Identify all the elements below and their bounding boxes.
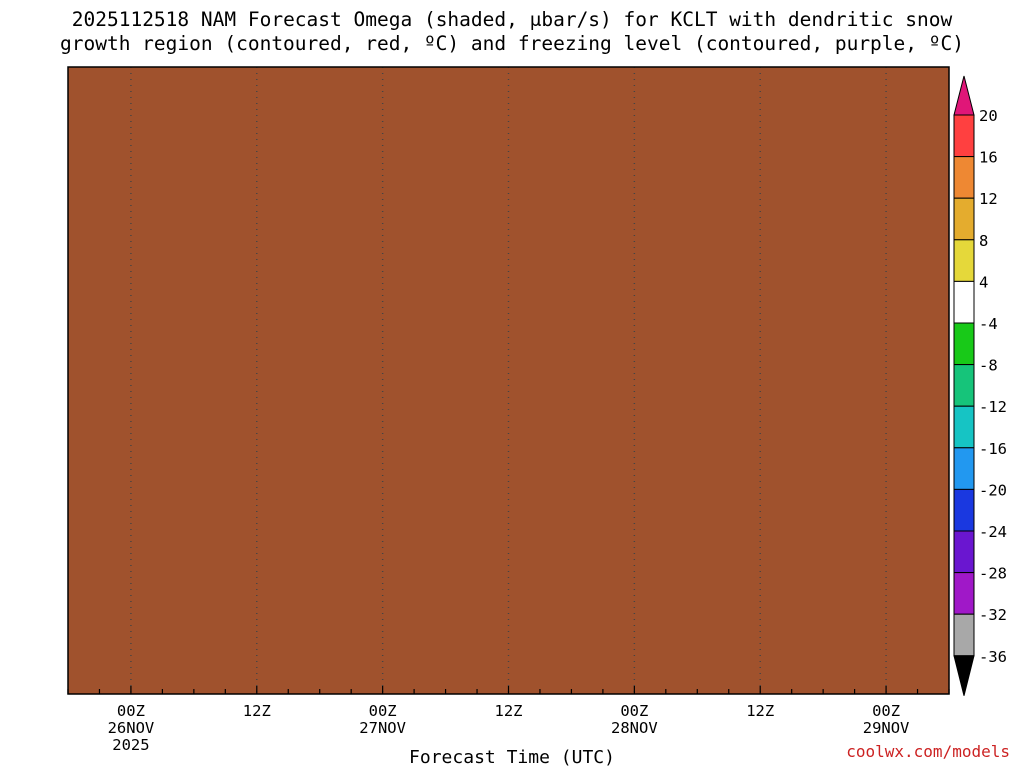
x-tick-label-48-1: 28NOV xyxy=(611,719,658,737)
colorbar-segment-5 xyxy=(953,280,975,324)
x-tick-label-72-1: 29NOV xyxy=(863,719,910,737)
x-tick-label-0-1: 26NOV xyxy=(108,719,155,737)
colorbar-label-5: 4 xyxy=(979,273,988,291)
colorbar-segment-1 xyxy=(953,114,975,158)
credit-text: coolwx.com/models xyxy=(846,742,1010,761)
x-tick-label-36-0: 12Z xyxy=(495,702,523,720)
colorbar-label-8: -12 xyxy=(979,398,1007,416)
colorbar-label-11: -24 xyxy=(979,523,1007,541)
x-axis-title: Forecast Time (UTC) xyxy=(409,747,615,768)
chart-title-line-1: 2025112518 NAM Forecast Omega (shaded, μ… xyxy=(71,8,953,31)
colorbar-segment-3 xyxy=(953,197,975,241)
grid-lines xyxy=(130,67,887,694)
x-tick-label-0-2: 2025 xyxy=(112,736,149,754)
colorbar-bottom-arrow xyxy=(953,655,975,696)
x-tick-label-72-0: 00Z xyxy=(872,702,900,720)
x-tick-label-48-0: 00Z xyxy=(620,702,648,720)
x-tick-label-12-0: 12Z xyxy=(243,702,271,720)
colorbar-segment-4 xyxy=(953,239,975,282)
x-tick-label-60-0: 12Z xyxy=(746,702,774,720)
colorbar-segment-6 xyxy=(953,322,975,366)
colorbar-segment-9 xyxy=(953,447,975,490)
colorbar-segment-11 xyxy=(953,530,975,574)
colorbar-label-13: -32 xyxy=(979,606,1007,624)
colorbar-label-7: -8 xyxy=(979,357,998,375)
colorbar-segment-8 xyxy=(953,405,975,449)
colorbar-label-3: 12 xyxy=(979,190,998,208)
colorbar-label-1: 20 xyxy=(979,107,998,125)
colorbar-segment-13 xyxy=(953,613,975,657)
colorbar-segment-2 xyxy=(953,156,975,199)
chart-title-line-2: growth region (contoured, red, ºC) and f… xyxy=(60,32,964,55)
colorbar-label-10: -20 xyxy=(979,481,1007,499)
colorbar-label-14: -36 xyxy=(979,648,1007,666)
colorbar-label-9: -16 xyxy=(979,440,1007,458)
colorbar-label-6: -4 xyxy=(979,315,998,333)
x-tick-label-0-0: 00Z xyxy=(117,702,145,720)
colorbar-top-arrow xyxy=(953,75,975,116)
x-tick-label-24-1: 27NOV xyxy=(359,719,406,737)
colorbar-segment-12 xyxy=(953,572,975,615)
colorbar-segment-7 xyxy=(953,364,975,407)
colorbar-segment-10 xyxy=(953,488,975,532)
colorbar-label-4: 8 xyxy=(979,232,988,250)
colorbar-label-2: 16 xyxy=(979,149,998,167)
x-tick-label-24-0: 00Z xyxy=(369,702,397,720)
colorbar: 20 16 12 8 4 -4 -8 -12 -16 -20 -24 -28 -32 -36 xyxy=(953,75,1007,696)
colorbar-label-12: -28 xyxy=(979,565,1007,583)
